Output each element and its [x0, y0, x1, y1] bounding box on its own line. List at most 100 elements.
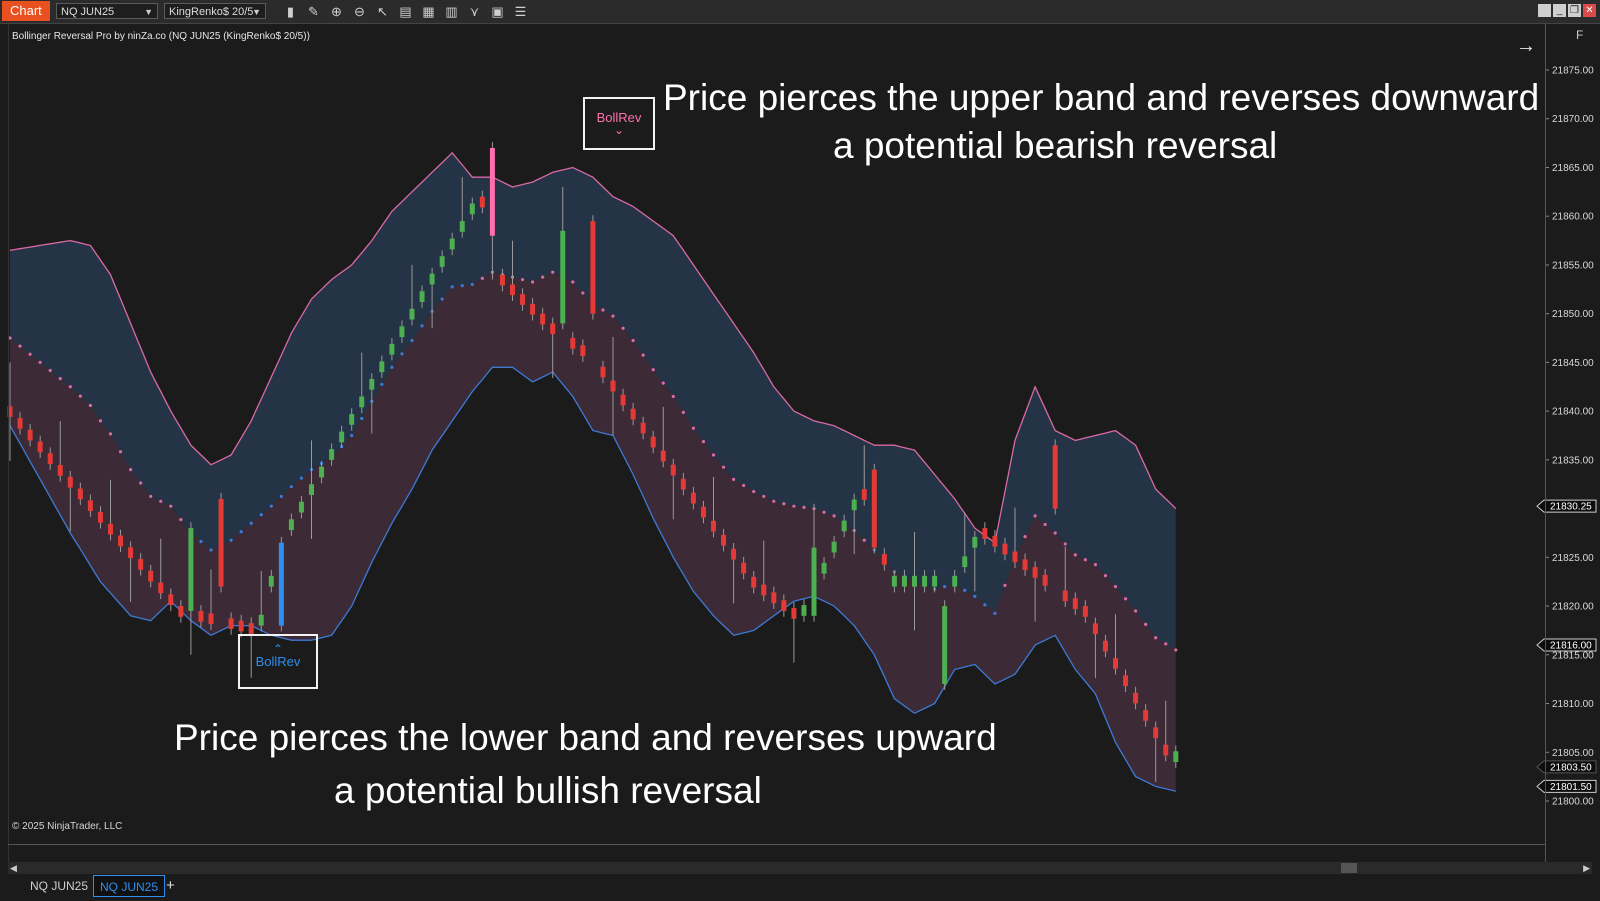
indicators-list-icon[interactable]: ☰ — [514, 4, 527, 19]
bearish-signal-box: BollRev ⌄ — [583, 97, 655, 150]
up-candle — [409, 308, 415, 320]
price-marker-label: 21803.50 — [1550, 762, 1592, 773]
arrow-right-icon[interactable]: → — [1516, 35, 1536, 57]
tab-nq-jun25-1[interactable]: NQ JUN25 — [30, 879, 89, 893]
scroll-thumb[interactable] — [1341, 863, 1357, 873]
up-candle — [329, 449, 335, 460]
up-candle — [821, 562, 827, 574]
basis-dot — [943, 584, 947, 589]
down-candle — [871, 469, 877, 548]
basis-dot — [541, 275, 545, 279]
basis-dot — [1083, 558, 1087, 562]
basis-dot — [98, 419, 103, 423]
basis-dot — [420, 324, 424, 328]
up-candle — [952, 575, 958, 587]
price-tick-label: 21820.00 — [1552, 602, 1594, 613]
tile-icon[interactable] — [1538, 4, 1551, 17]
price-tick-label: 21815.00 — [1552, 650, 1594, 661]
drawing-pencil-icon[interactable]: ✎ — [308, 4, 319, 19]
basis-dot — [139, 481, 143, 485]
instrument-selector[interactable]: NQ JUN25 ▼ — [56, 3, 158, 19]
basis-dot — [450, 285, 454, 289]
down-candle — [590, 221, 596, 314]
basis-dot — [1134, 609, 1138, 613]
basis-dot — [460, 284, 464, 288]
down-candle — [680, 478, 686, 490]
minimize-icon[interactable]: _ — [1553, 4, 1566, 17]
zoom-out-icon[interactable]: ⊖ — [354, 4, 365, 19]
f-button[interactable]: F — [1576, 28, 1584, 42]
up-candle — [811, 547, 817, 616]
basis-dot — [1103, 574, 1108, 578]
up-candle — [831, 541, 837, 553]
basis-dot — [601, 308, 605, 312]
down-candle — [580, 345, 586, 357]
up-candle — [258, 614, 264, 626]
basis-dot — [1174, 648, 1178, 652]
basis-dot — [631, 338, 635, 343]
basis-dot — [58, 377, 62, 381]
tab-nq-jun25-2[interactable]: NQ JUN25 — [93, 875, 166, 897]
down-candle — [27, 429, 33, 441]
basis-dot — [129, 468, 133, 472]
pointer-icon[interactable]: ↖ — [377, 4, 388, 19]
down-candle — [1062, 590, 1068, 602]
down-candle — [791, 608, 797, 619]
up-candle — [268, 575, 274, 587]
add-tab-icon[interactable]: + — [166, 877, 175, 894]
chart-window-tab[interactable]: Chart — [2, 1, 50, 21]
properties-icon[interactable]: ▦ — [422, 4, 435, 19]
restore-icon[interactable]: ❐ — [1568, 4, 1581, 17]
chart-trader-icon[interactable]: ▥ — [445, 4, 458, 19]
basis-dot — [661, 381, 665, 385]
down-candle — [781, 600, 787, 611]
down-candle — [228, 618, 234, 629]
price-tick-label: 21855.00 — [1552, 260, 1594, 271]
basis-dot — [752, 489, 756, 494]
bearish-signal-label: BollRev — [596, 110, 642, 125]
basis-dot — [1144, 622, 1148, 626]
basis-dot — [360, 416, 364, 421]
strategies-icon[interactable]: ⋎ — [469, 4, 480, 19]
up-candle — [309, 484, 314, 495]
price-axis[interactable]: 21875.00 21870.00 21865.00 21860.00 21855.00… — [1545, 66, 1594, 808]
down-candle — [489, 147, 495, 236]
basis-dot — [782, 502, 786, 506]
basis-dot — [209, 548, 213, 552]
scroll-right-icon[interactable]: ▶ — [1583, 863, 1590, 873]
zoom-in-icon[interactable]: ⊕ — [331, 4, 342, 19]
annotation-bottom-line1: Price pierces the lower band and reverse… — [174, 717, 997, 758]
annotation-bottom-line2: a potential bullish reversal — [334, 770, 762, 811]
data-box-icon[interactable]: ▤ — [399, 4, 412, 19]
basis-dot — [239, 530, 243, 534]
basis-dot — [88, 403, 92, 408]
up-candle — [851, 499, 857, 511]
basis-dot — [681, 410, 685, 414]
price-tick-label: 21810.00 — [1552, 699, 1594, 710]
basis-dot — [78, 394, 82, 398]
bar-chart-icon[interactable]: ▮ — [286, 4, 295, 19]
price-chart[interactable]: 21875.00 21870.00 21865.00 21860.00 21855.00… — [0, 24, 1600, 844]
basis-dot — [249, 521, 253, 525]
down-candle — [248, 623, 254, 634]
basis-dot — [822, 510, 826, 514]
basis-dot — [551, 270, 555, 274]
price-tick-label: 21845.00 — [1552, 358, 1594, 369]
down-candle — [570, 338, 576, 349]
price-marker-label: 21830.25 — [1550, 502, 1592, 513]
band-fill — [10, 152, 1176, 792]
scroll-left-icon[interactable]: ◀ — [10, 863, 17, 873]
bar-type-selector[interactable]: KingRenko$ 20/5 ▼ — [164, 3, 266, 19]
down-candle — [87, 500, 93, 512]
horizontal-scrollbar[interactable]: ◀ ▶ — [8, 862, 1592, 874]
close-icon[interactable]: ✕ — [1583, 4, 1596, 17]
templates-icon[interactable]: ▣ — [491, 4, 504, 19]
up-candle — [419, 291, 425, 302]
basis-dot — [531, 280, 535, 284]
basis-dot — [973, 594, 977, 598]
basis-dot — [1003, 583, 1007, 587]
price-markers: 21830.25 21816.00 21803.50 21801.50 — [1536, 499, 1597, 793]
price-tick-label: 21825.00 — [1552, 553, 1594, 564]
basis-dot — [1043, 522, 1047, 527]
indicator-label: Bollinger Reversal Pro by ninZa.co (NQ J… — [12, 31, 310, 42]
